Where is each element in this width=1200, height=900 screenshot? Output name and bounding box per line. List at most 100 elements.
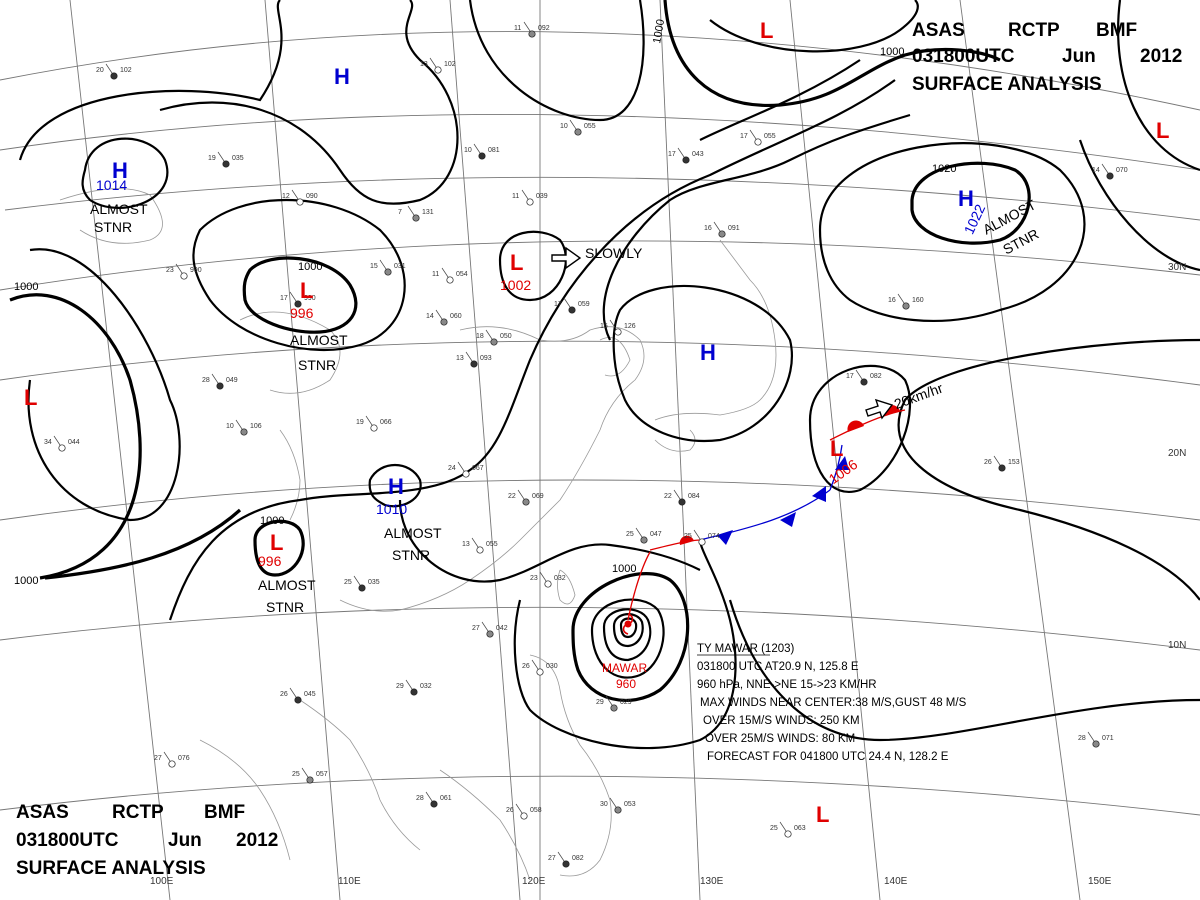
header-month: Jun — [168, 830, 202, 851]
station-pressure: 063 — [794, 825, 806, 832]
station-plot: 25 057 — [292, 767, 328, 784]
station-temperature: 28 — [416, 795, 424, 802]
station-plot: 24 067 — [448, 461, 484, 478]
station-plot: 17 059 — [554, 297, 590, 314]
station-circle-icon — [1106, 172, 1114, 180]
header-code: BMF — [1096, 20, 1137, 41]
station-plot: 30 053 — [600, 797, 636, 814]
station-circle-icon — [240, 428, 248, 436]
station-circle-icon — [754, 138, 762, 146]
longitude-label: 130E — [700, 876, 724, 887]
station-temperature: 34 — [44, 439, 52, 446]
station-pressure: 081 — [488, 147, 500, 154]
station-pressure: 070 — [1116, 167, 1128, 174]
station-circle-icon — [222, 160, 230, 168]
header-agency: ASAS — [16, 802, 69, 823]
station-plot: 15 031 — [370, 259, 406, 276]
station-temperature: 27 — [154, 755, 162, 762]
station-pressure: 042 — [496, 625, 508, 632]
station-pressure: 090 — [306, 193, 318, 200]
movement-note: SLOWLY — [585, 245, 643, 261]
station-temperature: 24 — [448, 465, 456, 472]
typhoon-pressure: 960 — [616, 677, 636, 691]
station-plot: 19 035 — [208, 151, 244, 168]
header-year: 2012 — [1140, 46, 1182, 67]
station-circle-icon — [110, 72, 118, 80]
station-plot: 16 160 — [888, 293, 924, 310]
station-temperature: 15 — [370, 263, 378, 270]
station-pressure: 054 — [456, 271, 468, 278]
station-temperature: 27 — [548, 855, 556, 862]
station-pressure: 032 — [420, 683, 432, 690]
station-plots: 20 102 13 102 11 092 19 035 12 090 10 055 10 081 11 039… — [44, 21, 1128, 868]
station-plot: 13 093 — [456, 351, 492, 368]
station-temperature: 16 — [600, 323, 608, 330]
high-pressure-marker: H — [112, 158, 128, 183]
station-circle-icon — [528, 30, 536, 38]
station-plot: 10 081 — [464, 143, 500, 160]
station-temperature: 18 — [476, 333, 484, 340]
header-bottom: ASAS RCTP BMF 031800UTC Jun 2012 SURFACE… — [16, 802, 278, 879]
header-station: RCTP — [1008, 20, 1060, 41]
movement-note: STNR — [1000, 226, 1041, 258]
isobar-label: 1000 — [260, 515, 284, 527]
station-plot: 11 054 — [432, 267, 468, 284]
station-plot: 13 102 — [420, 57, 456, 74]
station-circle-icon — [358, 584, 366, 592]
station-pressure: 035 — [368, 579, 380, 586]
station-plot: 26 045 — [280, 687, 316, 704]
station-temperature: 7 — [398, 209, 402, 216]
warm-front-semicircle — [847, 420, 864, 432]
longitude-label: 140E — [884, 876, 908, 887]
station-pressure: 071 — [1102, 735, 1114, 742]
station-pressure: 055 — [486, 541, 498, 548]
station-circle-icon — [784, 830, 792, 838]
station-plot: 26 030 — [522, 659, 558, 676]
high-pressure-marker: H — [700, 340, 716, 365]
motion-arrows — [551, 246, 894, 420]
station-circle-icon — [698, 538, 706, 546]
station-plot: 22 084 — [664, 489, 700, 506]
station-pressure: 131 — [422, 209, 434, 216]
station-pressure: 060 — [450, 313, 462, 320]
station-circle-icon — [574, 128, 582, 136]
station-pressure: 091 — [728, 225, 740, 232]
station-temperature: 10 — [560, 123, 568, 130]
station-plot: 26 058 — [506, 803, 542, 820]
movement-note: 20km/hr — [892, 380, 945, 412]
station-pressure: 030 — [546, 663, 558, 670]
station-pressure: 047 — [650, 531, 662, 538]
station-temperature: 26 — [506, 807, 514, 814]
station-circle-icon — [412, 214, 420, 222]
station-circle-icon — [294, 696, 302, 704]
station-circle-icon — [544, 580, 552, 588]
station-plot: 10 106 — [226, 419, 262, 436]
movement-note: STNR — [94, 219, 132, 235]
station-pressure: 990 — [190, 267, 202, 274]
station-circle-icon — [58, 444, 66, 452]
header-title: SURFACE ANALYSIS — [912, 74, 1102, 95]
station-temperature: 25 — [626, 531, 634, 538]
station-pressure: 049 — [226, 377, 238, 384]
header-agency: ASAS — [912, 20, 965, 41]
latitude-label: 30N — [1168, 262, 1186, 273]
longitude-label: 100E — [150, 876, 174, 887]
pressure-value: 1010 — [376, 501, 407, 517]
header-month: Jun — [1062, 46, 1096, 67]
motion-arrow-icon — [551, 246, 582, 270]
station-pressure: 055 — [764, 133, 776, 140]
station-temperature: 17 — [668, 151, 676, 158]
station-pressure: 061 — [440, 795, 452, 802]
cold-front-triangle — [780, 512, 796, 527]
station-circle-icon — [682, 156, 690, 164]
station-temperature: 13 — [462, 541, 470, 548]
latitude-label: 20N — [1168, 448, 1186, 459]
station-pressure: 092 — [538, 25, 550, 32]
movement-note: STNR — [298, 357, 336, 373]
station-plot: 26 153 — [984, 455, 1020, 472]
station-temperature: 14 — [426, 313, 434, 320]
station-circle-icon — [562, 860, 570, 868]
station-temperature: 13 — [456, 355, 464, 362]
header-time: 031800UTC — [912, 46, 1015, 67]
